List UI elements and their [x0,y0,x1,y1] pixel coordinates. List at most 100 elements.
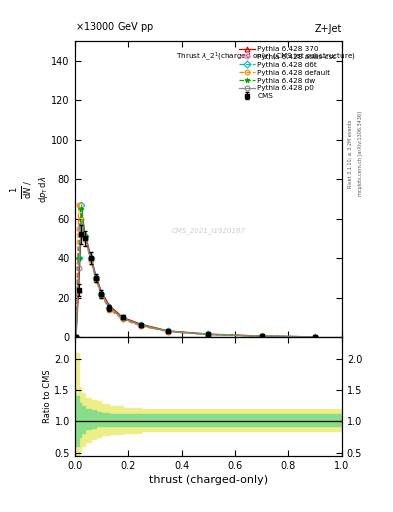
Pythia 6.428 default [107,307,112,313]
Pythia 6.428 370 [139,322,144,328]
Pythia 6.428 p0 [139,322,144,328]
Pythia 6.428 370 [206,331,211,337]
Pythia 6.428 atlas-csc [120,315,125,322]
Pythia 6.428 atlas-csc [107,305,112,311]
Pythia 6.428 atlas-csc [259,333,264,339]
Pythia 6.428 atlas-csc [79,222,84,228]
Pythia 6.428 p0 [206,331,211,337]
Pythia 6.428 d6t [313,334,318,340]
Pythia 6.428 370 [120,314,125,321]
Pythia 6.428 p0 [76,265,81,271]
Pythia 6.428 d6t [83,233,88,240]
Text: Thrust $\lambda\_2^1$(charged only) (CMS jet substructure): Thrust $\lambda\_2^1$(charged only) (CMS… [176,50,356,62]
Pythia 6.428 dw [76,255,81,261]
Pythia 6.428 dw [88,255,93,261]
Pythia 6.428 dw [79,206,84,212]
Pythia 6.428 default [313,334,318,340]
Pythia 6.428 370 [79,222,84,228]
Pythia 6.428 d6t [73,334,78,340]
Pythia 6.428 dw [73,334,78,340]
Pythia 6.428 370 [259,333,264,339]
Line: Pythia 6.428 default: Pythia 6.428 default [73,202,318,339]
Text: $\times$13000 GeV pp: $\times$13000 GeV pp [75,19,154,34]
Pythia 6.428 default [94,277,98,283]
Pythia 6.428 atlas-csc [99,291,104,297]
Pythia 6.428 atlas-csc [166,328,171,334]
Y-axis label: Ratio to CMS: Ratio to CMS [43,370,51,423]
Pythia 6.428 p0 [73,334,78,340]
Pythia 6.428 370 [76,287,81,293]
Pythia 6.428 370 [99,289,104,295]
X-axis label: thrust (charged-only): thrust (charged-only) [149,475,268,485]
Pythia 6.428 default [206,332,211,338]
Pythia 6.428 default [73,334,78,340]
Pythia 6.428 p0 [313,334,318,340]
Pythia 6.428 d6t [94,275,98,281]
Pythia 6.428 d6t [107,305,112,311]
Pythia 6.428 dw [139,322,144,328]
Pythia 6.428 p0 [120,315,125,322]
Pythia 6.428 370 [313,334,318,340]
Pythia 6.428 default [79,216,84,222]
Pythia 6.428 dw [120,315,125,322]
Pythia 6.428 dw [99,291,104,297]
Pythia 6.428 370 [83,231,88,238]
Pythia 6.428 dw [259,333,264,339]
Pythia 6.428 d6t [99,291,104,297]
Legend: Pythia 6.428 370, Pythia 6.428 atlas-csc, Pythia 6.428 d6t, Pythia 6.428 default: Pythia 6.428 370, Pythia 6.428 atlas-csc… [236,43,340,102]
Line: Pythia 6.428 370: Pythia 6.428 370 [73,222,318,339]
Pythia 6.428 d6t [259,333,264,339]
Text: Z+Jet: Z+Jet [314,24,342,34]
Pythia 6.428 default [76,202,81,208]
Pythia 6.428 p0 [166,328,171,334]
Pythia 6.428 default [88,257,93,263]
Line: Pythia 6.428 atlas-csc: Pythia 6.428 atlas-csc [73,222,318,339]
Line: Pythia 6.428 dw: Pythia 6.428 dw [73,206,318,339]
Pythia 6.428 dw [107,305,112,311]
Pythia 6.428 p0 [107,305,112,311]
Text: mcplots.cern.ch [arXiv:1306.3436]: mcplots.cern.ch [arXiv:1306.3436] [358,111,363,196]
Pythia 6.428 dw [94,275,98,281]
Pythia 6.428 dw [166,328,171,334]
Pythia 6.428 p0 [79,222,84,228]
Y-axis label: 1
$\overline{\mathrm{d}N}$ /
$\mathrm{d}p_\mathrm{T}\,\mathrm{d}\lambda$: 1 $\overline{\mathrm{d}N}$ / $\mathrm{d}… [9,176,50,203]
Pythia 6.428 atlas-csc [88,257,93,263]
Pythia 6.428 p0 [99,291,104,297]
Pythia 6.428 default [99,293,104,299]
Pythia 6.428 atlas-csc [94,277,98,283]
Pythia 6.428 d6t [166,328,171,334]
Text: Rivet 3.1.10, ≥ 3.2M events: Rivet 3.1.10, ≥ 3.2M events [348,119,353,188]
Pythia 6.428 atlas-csc [139,322,144,328]
Pythia 6.428 dw [83,233,88,240]
Pythia 6.428 default [120,316,125,323]
Line: Pythia 6.428 d6t: Pythia 6.428 d6t [73,202,318,339]
Pythia 6.428 default [259,333,264,339]
Text: CMS_2021_I1920187: CMS_2021_I1920187 [171,227,245,234]
Line: Pythia 6.428 p0: Pythia 6.428 p0 [73,222,318,339]
Pythia 6.428 default [83,236,88,242]
Pythia 6.428 p0 [94,275,98,281]
Pythia 6.428 dw [206,331,211,337]
Pythia 6.428 default [166,329,171,335]
Pythia 6.428 p0 [259,333,264,339]
Pythia 6.428 d6t [88,255,93,261]
Pythia 6.428 d6t [76,255,81,261]
Pythia 6.428 370 [88,253,93,259]
Pythia 6.428 p0 [88,255,93,261]
Pythia 6.428 atlas-csc [313,334,318,340]
Pythia 6.428 atlas-csc [73,334,78,340]
Pythia 6.428 atlas-csc [83,238,88,244]
Pythia 6.428 atlas-csc [206,331,211,337]
Pythia 6.428 370 [73,334,78,340]
Pythia 6.428 370 [107,303,112,309]
Pythia 6.428 dw [313,334,318,340]
Pythia 6.428 default [139,323,144,329]
Pythia 6.428 d6t [120,315,125,322]
Pythia 6.428 370 [166,328,171,334]
Pythia 6.428 atlas-csc [76,225,81,231]
Pythia 6.428 370 [94,273,98,279]
Pythia 6.428 d6t [79,202,84,208]
Pythia 6.428 d6t [139,322,144,328]
Pythia 6.428 p0 [83,236,88,242]
Pythia 6.428 d6t [206,331,211,337]
